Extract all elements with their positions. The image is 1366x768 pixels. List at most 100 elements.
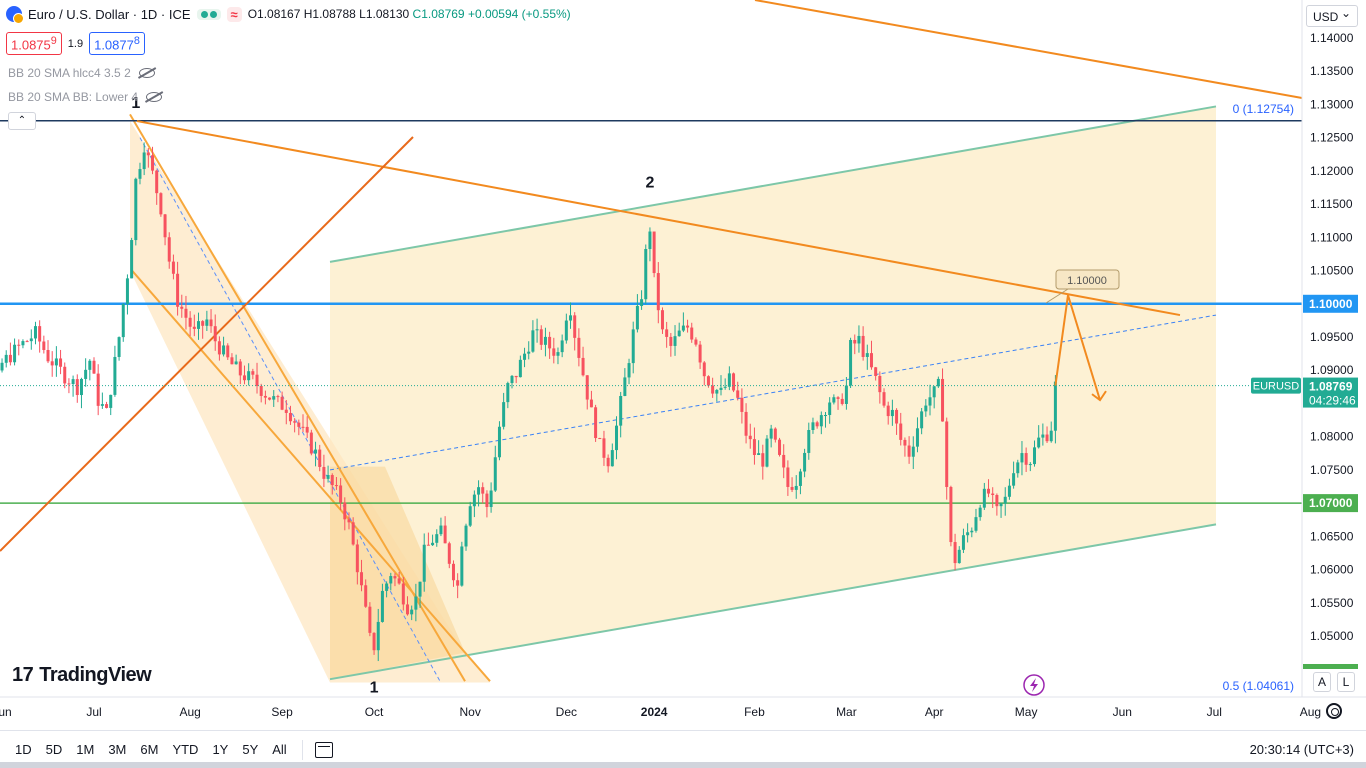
eurusd-flag-icon — [6, 6, 24, 24]
lightning-icon[interactable] — [1023, 674, 1045, 696]
projection-path[interactable] — [1054, 294, 1101, 401]
timeframe-5d[interactable]: 5D — [45, 742, 63, 757]
timeframe-6m[interactable]: 6M — [140, 742, 159, 757]
projection-label-box[interactable] — [1055, 269, 1120, 290]
candle-body — [807, 430, 811, 453]
descending-trendline[interactable] — [136, 120, 1181, 317]
long-trendline[interactable] — [754, 0, 1303, 99]
calendar-icon[interactable] — [314, 741, 333, 758]
level-price-tag — [1303, 494, 1358, 513]
buy-price-button[interactable]: 1.08778 — [89, 32, 145, 56]
channel-lower-line[interactable] — [329, 523, 1217, 681]
timeframe-3m[interactable]: 3M — [108, 742, 127, 757]
candle-body — [159, 193, 163, 215]
x-tick-label: Aug — [179, 705, 200, 719]
ascending-trendline[interactable] — [0, 136, 414, 552]
candle-body — [589, 399, 593, 408]
candle-body — [46, 349, 50, 362]
candle-body — [840, 398, 844, 404]
candle-body — [1028, 464, 1032, 466]
candle-body — [907, 445, 911, 457]
candle-body — [393, 576, 397, 579]
candle-body — [71, 379, 75, 385]
candle-body — [322, 466, 326, 479]
y-tick-label: 1.05000 — [1310, 629, 1354, 643]
candle-body — [790, 486, 794, 490]
candle-body — [552, 348, 556, 356]
candle-body — [59, 358, 63, 367]
candle-body — [288, 412, 292, 422]
x-tick-label: Jun — [0, 705, 12, 719]
y-tick-label: 1.10500 — [1310, 264, 1354, 278]
candle-body — [869, 353, 873, 368]
timeframe-ytd[interactable]: YTD — [172, 742, 199, 757]
candle-body — [242, 375, 246, 381]
indicator-legend-1[interactable]: BB 20 SMA hlcc4 3.5 2 — [8, 66, 155, 80]
ohlc-low: L1.08130 — [359, 7, 410, 21]
candle-body — [460, 546, 464, 586]
market-status-icon[interactable] — [196, 8, 221, 20]
candle-body — [138, 169, 142, 179]
timeframe-1y[interactable]: 1Y — [212, 742, 229, 757]
candle-body — [326, 475, 330, 479]
candle-body — [874, 367, 878, 376]
candle-body — [468, 506, 472, 526]
candle-body — [1016, 462, 1020, 474]
auto-scale-button[interactable]: A — [1313, 672, 1331, 692]
time-scale[interactable] — [0, 697, 1302, 730]
candle-body — [205, 319, 209, 326]
clock[interactable]: 20:30:14 (UTC+3) — [1249, 742, 1354, 757]
desc-channel-upper-line[interactable] — [129, 113, 466, 682]
candle-body — [263, 395, 267, 398]
candle-body — [343, 502, 347, 520]
price-scale[interactable] — [1302, 0, 1366, 730]
wave-label: 2 — [645, 175, 654, 192]
candle-body — [255, 374, 259, 386]
desc-channel-lower-line[interactable] — [131, 269, 491, 682]
indicator-legend-2[interactable]: BB 20 SMA BB: Lower 4 — [8, 90, 163, 104]
eye-hidden-icon[interactable] — [146, 92, 163, 102]
x-tick-label: Oct — [365, 705, 384, 719]
candle-body — [1053, 381, 1057, 431]
log-scale-button[interactable]: L — [1337, 672, 1355, 692]
gear-icon[interactable] — [1326, 703, 1342, 719]
timeframe-all[interactable]: All — [272, 742, 287, 757]
candle-body — [197, 321, 200, 329]
timeframe-1m[interactable]: 1M — [76, 742, 95, 757]
candle-body — [752, 439, 756, 455]
wave-icon[interactable]: ≈ — [226, 6, 242, 22]
candle-body — [811, 422, 815, 431]
projection-label: 1.10000 — [1067, 275, 1107, 287]
candle-body — [941, 378, 945, 422]
timeframe-selector: 1D 5D 1M 3M 6M YTD 1Y 5Y All — [0, 742, 294, 757]
eye-hidden-icon[interactable] — [138, 68, 155, 78]
candle-body — [748, 435, 752, 440]
sell-price-button[interactable]: 1.08759 — [6, 32, 62, 56]
candle-body — [355, 544, 359, 573]
symbol-title[interactable]: Euro / U.S. Dollar · 1D · ICE — [28, 6, 191, 22]
candle-body — [514, 375, 518, 378]
x-tick-label: Jul — [1207, 705, 1222, 719]
candle-body — [702, 362, 706, 377]
candle-body — [113, 356, 117, 395]
candle-body — [648, 231, 652, 250]
candle-body — [585, 375, 589, 400]
candle-body — [481, 487, 485, 494]
candle-body — [222, 345, 226, 355]
timeframe-1d[interactable]: 1D — [15, 742, 32, 757]
candle-body — [736, 390, 740, 398]
candle-body — [510, 375, 514, 384]
currency-select[interactable]: USD — [1306, 5, 1358, 27]
indicator-label: BB 20 SMA hlcc4 3.5 2 — [8, 66, 131, 80]
candle-body — [192, 326, 196, 329]
candle-body — [798, 471, 802, 486]
timeframe-5y[interactable]: 5Y — [242, 742, 259, 757]
candle-body — [832, 397, 836, 403]
ohlc-high: H1.08788 — [303, 7, 356, 21]
collapse-legend-button[interactable]: ⌃ — [8, 112, 36, 130]
channel-upper-line[interactable] — [329, 105, 1217, 263]
candle-body — [347, 519, 351, 523]
channel-midline — [329, 314, 1217, 471]
candle-body — [970, 530, 974, 533]
